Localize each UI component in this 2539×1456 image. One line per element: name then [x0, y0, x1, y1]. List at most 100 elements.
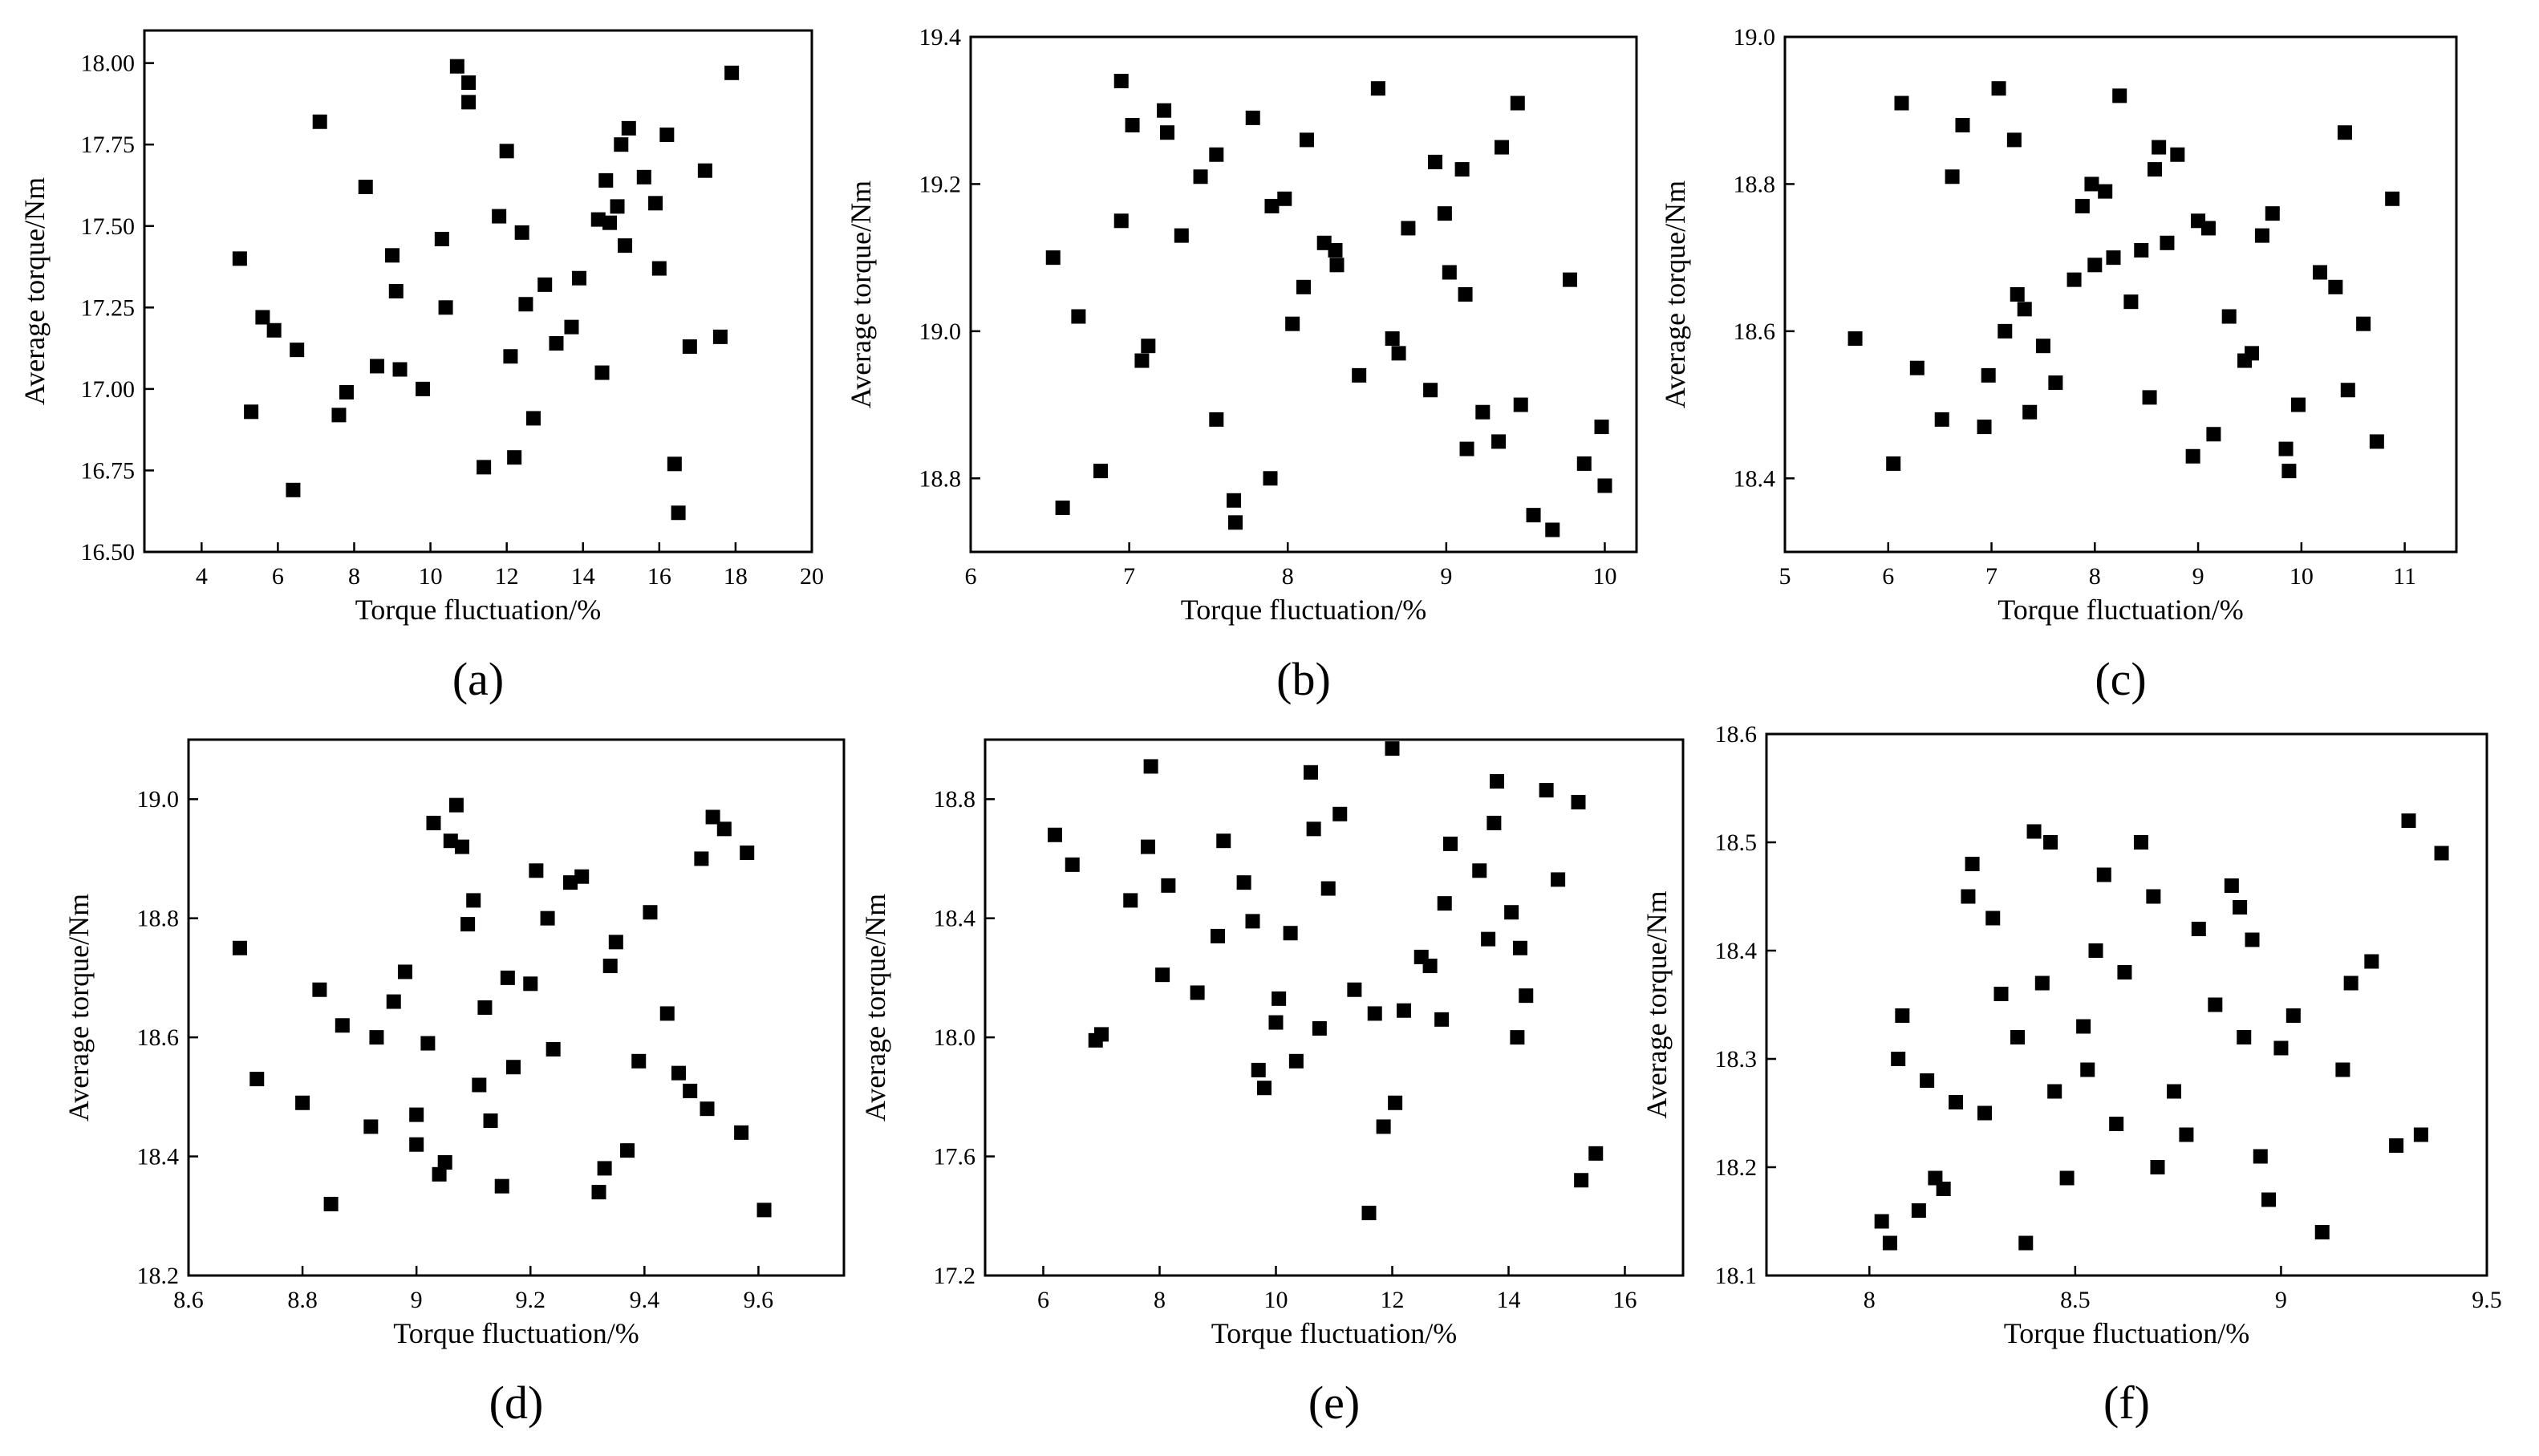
data-point	[2278, 441, 2294, 456]
x-tick-label: 14	[1497, 1287, 1521, 1313]
x-tick-label: 7	[1123, 563, 1135, 590]
data-point	[1847, 331, 1863, 347]
data-point	[2369, 434, 2384, 449]
data-point	[1911, 1203, 1926, 1218]
data-point	[1594, 420, 1609, 435]
data-point	[1141, 839, 1155, 854]
x-tick-label: 8	[2089, 563, 2101, 590]
data-point	[1510, 95, 1525, 111]
data-point	[659, 128, 675, 142]
data-point	[397, 964, 412, 979]
y-tick-label: 18.0	[934, 1024, 976, 1051]
data-point	[2134, 242, 2149, 258]
data-point	[525, 411, 541, 426]
data-point	[1981, 367, 1996, 383]
data-point	[1251, 1062, 1266, 1077]
y-axis-label: Average torque/Nm	[845, 180, 877, 408]
data-point	[2343, 975, 2359, 991]
data-point	[2434, 846, 2449, 861]
y-tick-label: 18.2	[137, 1263, 180, 1289]
data-point	[466, 893, 481, 908]
data-point	[1245, 110, 1260, 125]
data-point	[2328, 279, 2343, 294]
y-tick-label: 17.6	[934, 1144, 976, 1170]
data-point	[597, 1161, 612, 1176]
data-point	[659, 1006, 675, 1021]
data-point	[2160, 235, 2175, 250]
data-point	[1401, 221, 1416, 236]
data-point	[1190, 985, 1205, 1000]
data-point	[716, 821, 732, 837]
data-point	[1985, 911, 2001, 926]
data-point	[323, 1196, 339, 1211]
panel-label: (f)	[2103, 1377, 2150, 1429]
data-point	[500, 970, 515, 985]
data-point	[1539, 783, 1554, 798]
data-point	[537, 277, 553, 292]
data-point	[2167, 1084, 2182, 1099]
data-point	[2364, 954, 2379, 969]
plot-frame-a	[143, 29, 813, 554]
y-tick-label: 18.00	[81, 51, 136, 77]
data-point	[1977, 1105, 1992, 1121]
data-point	[756, 1203, 772, 1218]
data-point	[2117, 965, 2132, 979]
y-axis-label: Average torque/Nm	[859, 894, 891, 1121]
data-point	[1998, 323, 2013, 339]
data-point	[2022, 404, 2038, 420]
data-point	[529, 863, 544, 878]
data-point	[1894, 95, 1909, 111]
data-point	[1288, 1053, 1304, 1069]
data-point	[618, 238, 633, 253]
x-tick-label: 5	[1779, 563, 1791, 590]
data-point	[499, 144, 514, 159]
data-point	[2109, 1117, 2124, 1131]
data-point	[1481, 931, 1496, 947]
x-tick-label: 6	[272, 563, 284, 590]
y-axis-label: Average torque/Nm	[1641, 890, 1673, 1118]
data-point	[1211, 928, 1225, 943]
data-point	[443, 833, 458, 849]
data-point	[1977, 420, 1992, 435]
data-point	[1385, 331, 1400, 347]
data-point	[631, 1053, 647, 1069]
data-point	[1283, 926, 1298, 941]
data-point	[1328, 242, 1343, 258]
data-point	[1886, 456, 1901, 471]
data-point	[2084, 176, 2099, 192]
data-point	[1264, 198, 1280, 213]
y-tick-label: 17.75	[81, 132, 136, 158]
data-point	[683, 1083, 698, 1098]
data-point	[1991, 81, 2006, 96]
data-point	[460, 917, 476, 932]
data-point	[2098, 184, 2113, 199]
panel-label: (e)	[1308, 1377, 1360, 1429]
data-point	[369, 1030, 384, 1045]
data-point	[1193, 169, 1208, 185]
x-axis-label: Torque fluctuation/%	[1998, 594, 2243, 626]
x-tick-label: 8	[1864, 1287, 1876, 1313]
data-point	[2224, 878, 2239, 893]
y-tick-label: 18.4	[137, 1144, 180, 1170]
data-point	[2281, 464, 2297, 479]
data-point	[2208, 997, 2223, 1012]
data-point	[2265, 206, 2280, 221]
y-tick-label: 17.2	[934, 1263, 976, 1289]
data-point	[385, 248, 400, 263]
data-point	[594, 365, 610, 380]
data-point	[483, 1113, 498, 1129]
x-axis-label: Torque fluctuation/%	[1181, 594, 1426, 626]
y-tick-label: 18.5	[1715, 829, 1758, 856]
data-point	[2048, 375, 2063, 391]
data-point	[518, 297, 533, 312]
data-point	[523, 976, 538, 992]
data-point	[438, 300, 453, 315]
data-point	[2337, 125, 2352, 140]
data-point	[331, 408, 347, 423]
data-point	[1422, 959, 1438, 974]
data-point	[602, 959, 618, 974]
data-point	[2059, 1170, 2075, 1186]
data-point	[312, 114, 327, 129]
data-point	[514, 225, 529, 240]
data-point	[1874, 1214, 1889, 1229]
